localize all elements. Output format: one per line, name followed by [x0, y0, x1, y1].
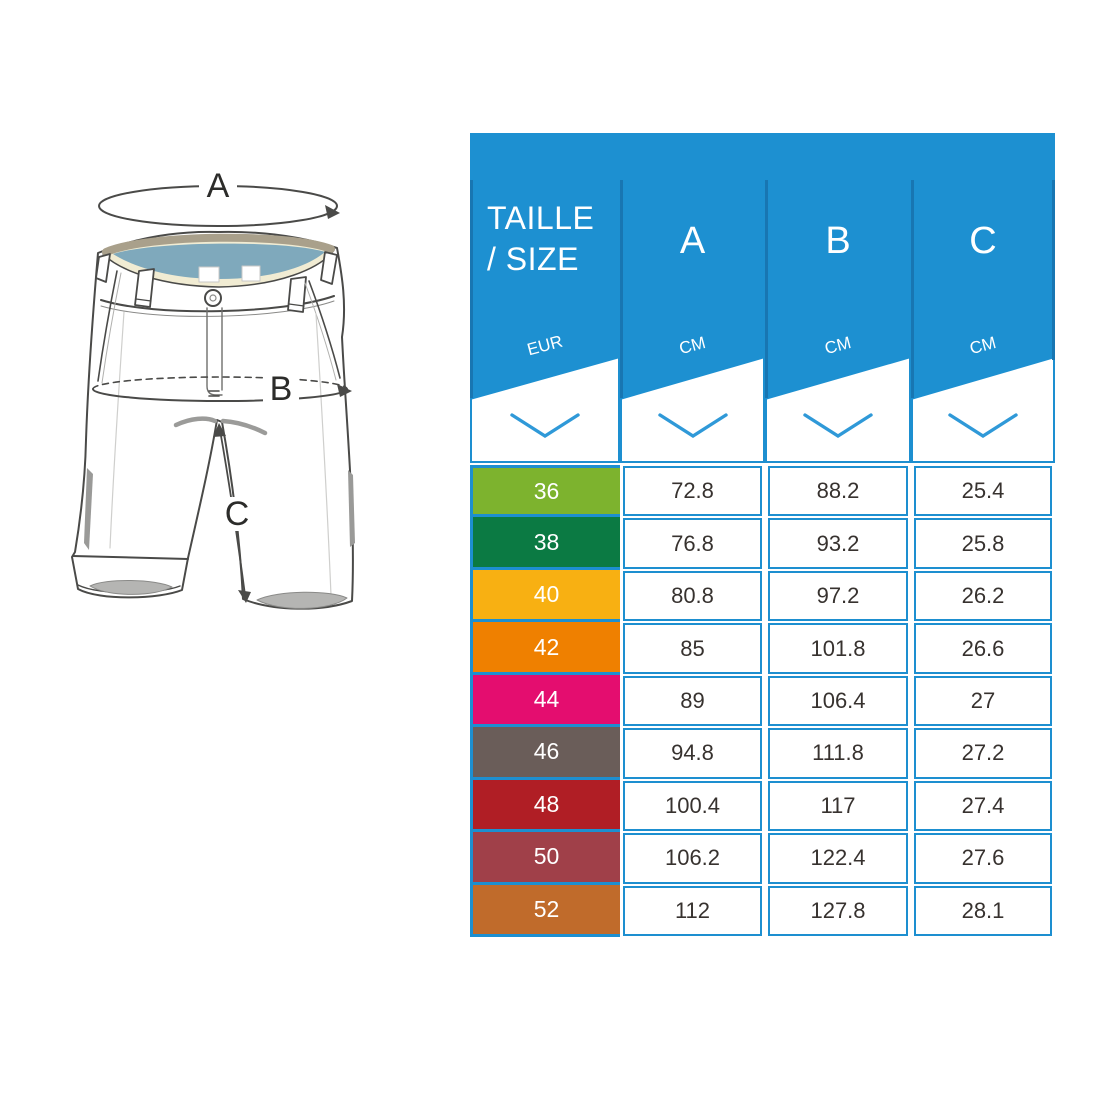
- chevron-down-icon: [948, 412, 1018, 438]
- value-cell-c: 26.2: [914, 570, 1052, 622]
- table-row: 40 80.8 97.2 26.2: [470, 569, 1055, 623]
- value-cell-a: 85: [623, 623, 762, 674]
- value-cell-b: 106.4: [768, 675, 908, 727]
- table-row: 38 76.8 93.2 25.8: [470, 517, 1055, 570]
- title-line1: TAILLE: [487, 200, 595, 236]
- value-cell-b: 93.2: [768, 518, 908, 569]
- diagram-label-c: C: [225, 495, 250, 533]
- diagram-label-b: B: [270, 370, 293, 408]
- value-cell-c: 25.4: [914, 466, 1052, 517]
- value-cell-c: 25.8: [914, 518, 1052, 569]
- waist-measure-ellipse: [98, 170, 340, 227]
- title-line2: / SIZE: [487, 241, 579, 277]
- size-cell: 50: [470, 832, 620, 885]
- diagram-label-a: A: [207, 167, 230, 205]
- value-cell-b: 101.8: [768, 623, 908, 674]
- value-cell-a: 94.8: [623, 728, 762, 779]
- belt-loops: [95, 251, 338, 313]
- value-cell-a: 112: [623, 885, 762, 936]
- table-title: TAILLE / SIZE: [487, 198, 594, 280]
- header-blue-c: C CM: [911, 180, 1055, 400]
- value-cell-b: 111.8: [768, 728, 908, 779]
- value-cell-a: 89: [623, 675, 762, 727]
- shorts-measurement-diagram: A B C: [71, 167, 355, 610]
- value-cell-a: 76.8: [623, 518, 762, 569]
- size-cell: 38: [470, 517, 620, 570]
- drawstring: [173, 416, 218, 428]
- size-cell: 48: [470, 779, 620, 833]
- table-row: 42 85 101.8 26.6: [470, 622, 1055, 675]
- header-col-size: TAILLE / SIZE EUR: [470, 180, 620, 465]
- value-cell-b: 127.8: [768, 885, 908, 936]
- arrowhead-icon: [337, 384, 352, 397]
- chevron-down-icon: [657, 412, 728, 438]
- table-header-row: TAILLE / SIZE EUR A CM: [470, 180, 1055, 465]
- value-cell-c: 27.6: [914, 833, 1052, 884]
- inseam-measure-arrow: [213, 423, 253, 603]
- size-cell: 52: [470, 884, 620, 937]
- value-cell-b: 88.2: [768, 466, 908, 517]
- header-blue-size: TAILLE / SIZE EUR: [470, 180, 620, 400]
- table-row: 50 106.2 122.4 27.6: [470, 832, 1055, 885]
- table-row: 36 72.8 88.2 25.4: [470, 465, 1055, 518]
- value-cell-a: 100.4: [623, 780, 762, 832]
- column-separator: [1052, 180, 1055, 360]
- table-rows: 36 72.8 88.2 25.4 38 76.8 93.2 25.8 40 80.8 97.2 26…: [470, 465, 1055, 937]
- arrowhead-icon: [325, 205, 340, 219]
- header-blue-a: A CM: [620, 180, 765, 400]
- header-col-b: B CM: [765, 180, 911, 465]
- arrowhead-icon: [213, 423, 226, 437]
- inner-tab: [198, 266, 220, 283]
- column-header-a: A: [679, 220, 706, 262]
- value-cell-a: 106.2: [623, 833, 762, 884]
- arrowhead-icon: [238, 590, 251, 603]
- size-table: TAILLE / SIZE EUR A CM: [470, 133, 1055, 937]
- chevron-down-icon: [803, 412, 873, 438]
- value-cell-c: 27.4: [914, 780, 1052, 832]
- header-col-c: C CM: [911, 180, 1055, 465]
- waistband-back-rim: [102, 233, 335, 256]
- cuff: [72, 555, 189, 560]
- value-cell-c: 27.2: [914, 728, 1052, 779]
- value-cell-b: 122.4: [768, 833, 908, 884]
- hip-measure-ellipse: [92, 373, 352, 405]
- size-cell: 40: [470, 569, 620, 623]
- table-row: 52 112 127.8 28.1: [470, 884, 1055, 937]
- value-cell-b: 117: [768, 780, 908, 832]
- value-cell-c: 28.1: [914, 885, 1052, 936]
- button: [204, 289, 222, 307]
- column-separator: [470, 180, 473, 398]
- column-separator: [620, 180, 623, 398]
- inner-tab: [241, 265, 261, 282]
- table-row: 46 94.8 111.8 27.2: [470, 727, 1055, 780]
- column-separator: [765, 180, 768, 398]
- size-cell: 46: [470, 727, 620, 780]
- chevron-cell: [470, 356, 620, 463]
- column-separator: [911, 180, 914, 398]
- fly-stitch: [206, 307, 223, 396]
- chevron-down-icon: [510, 412, 580, 438]
- table-top-band: [470, 133, 1055, 180]
- value-cell-b: 97.2: [768, 570, 908, 622]
- chevron-cell: [620, 356, 765, 463]
- chevron-cell: [911, 356, 1055, 463]
- table-row: 44 89 106.4 27: [470, 674, 1055, 728]
- table-row: 48 100.4 117 27.4: [470, 779, 1055, 833]
- header-col-a: A CM: [620, 180, 765, 465]
- column-header-c: C: [969, 220, 997, 262]
- size-cell: 44: [470, 674, 620, 728]
- size-cell: 36: [470, 465, 620, 518]
- value-cell-a: 80.8: [623, 570, 762, 622]
- value-cell-a: 72.8: [623, 466, 762, 517]
- inner-fabric: [113, 243, 325, 279]
- column-header-b: B: [825, 220, 851, 262]
- value-cell-c: 27: [914, 675, 1052, 727]
- chevron-cell: [765, 356, 911, 463]
- value-cell-c: 26.6: [914, 623, 1052, 674]
- size-cell: 42: [470, 622, 620, 675]
- header-blue-b: B CM: [765, 180, 911, 400]
